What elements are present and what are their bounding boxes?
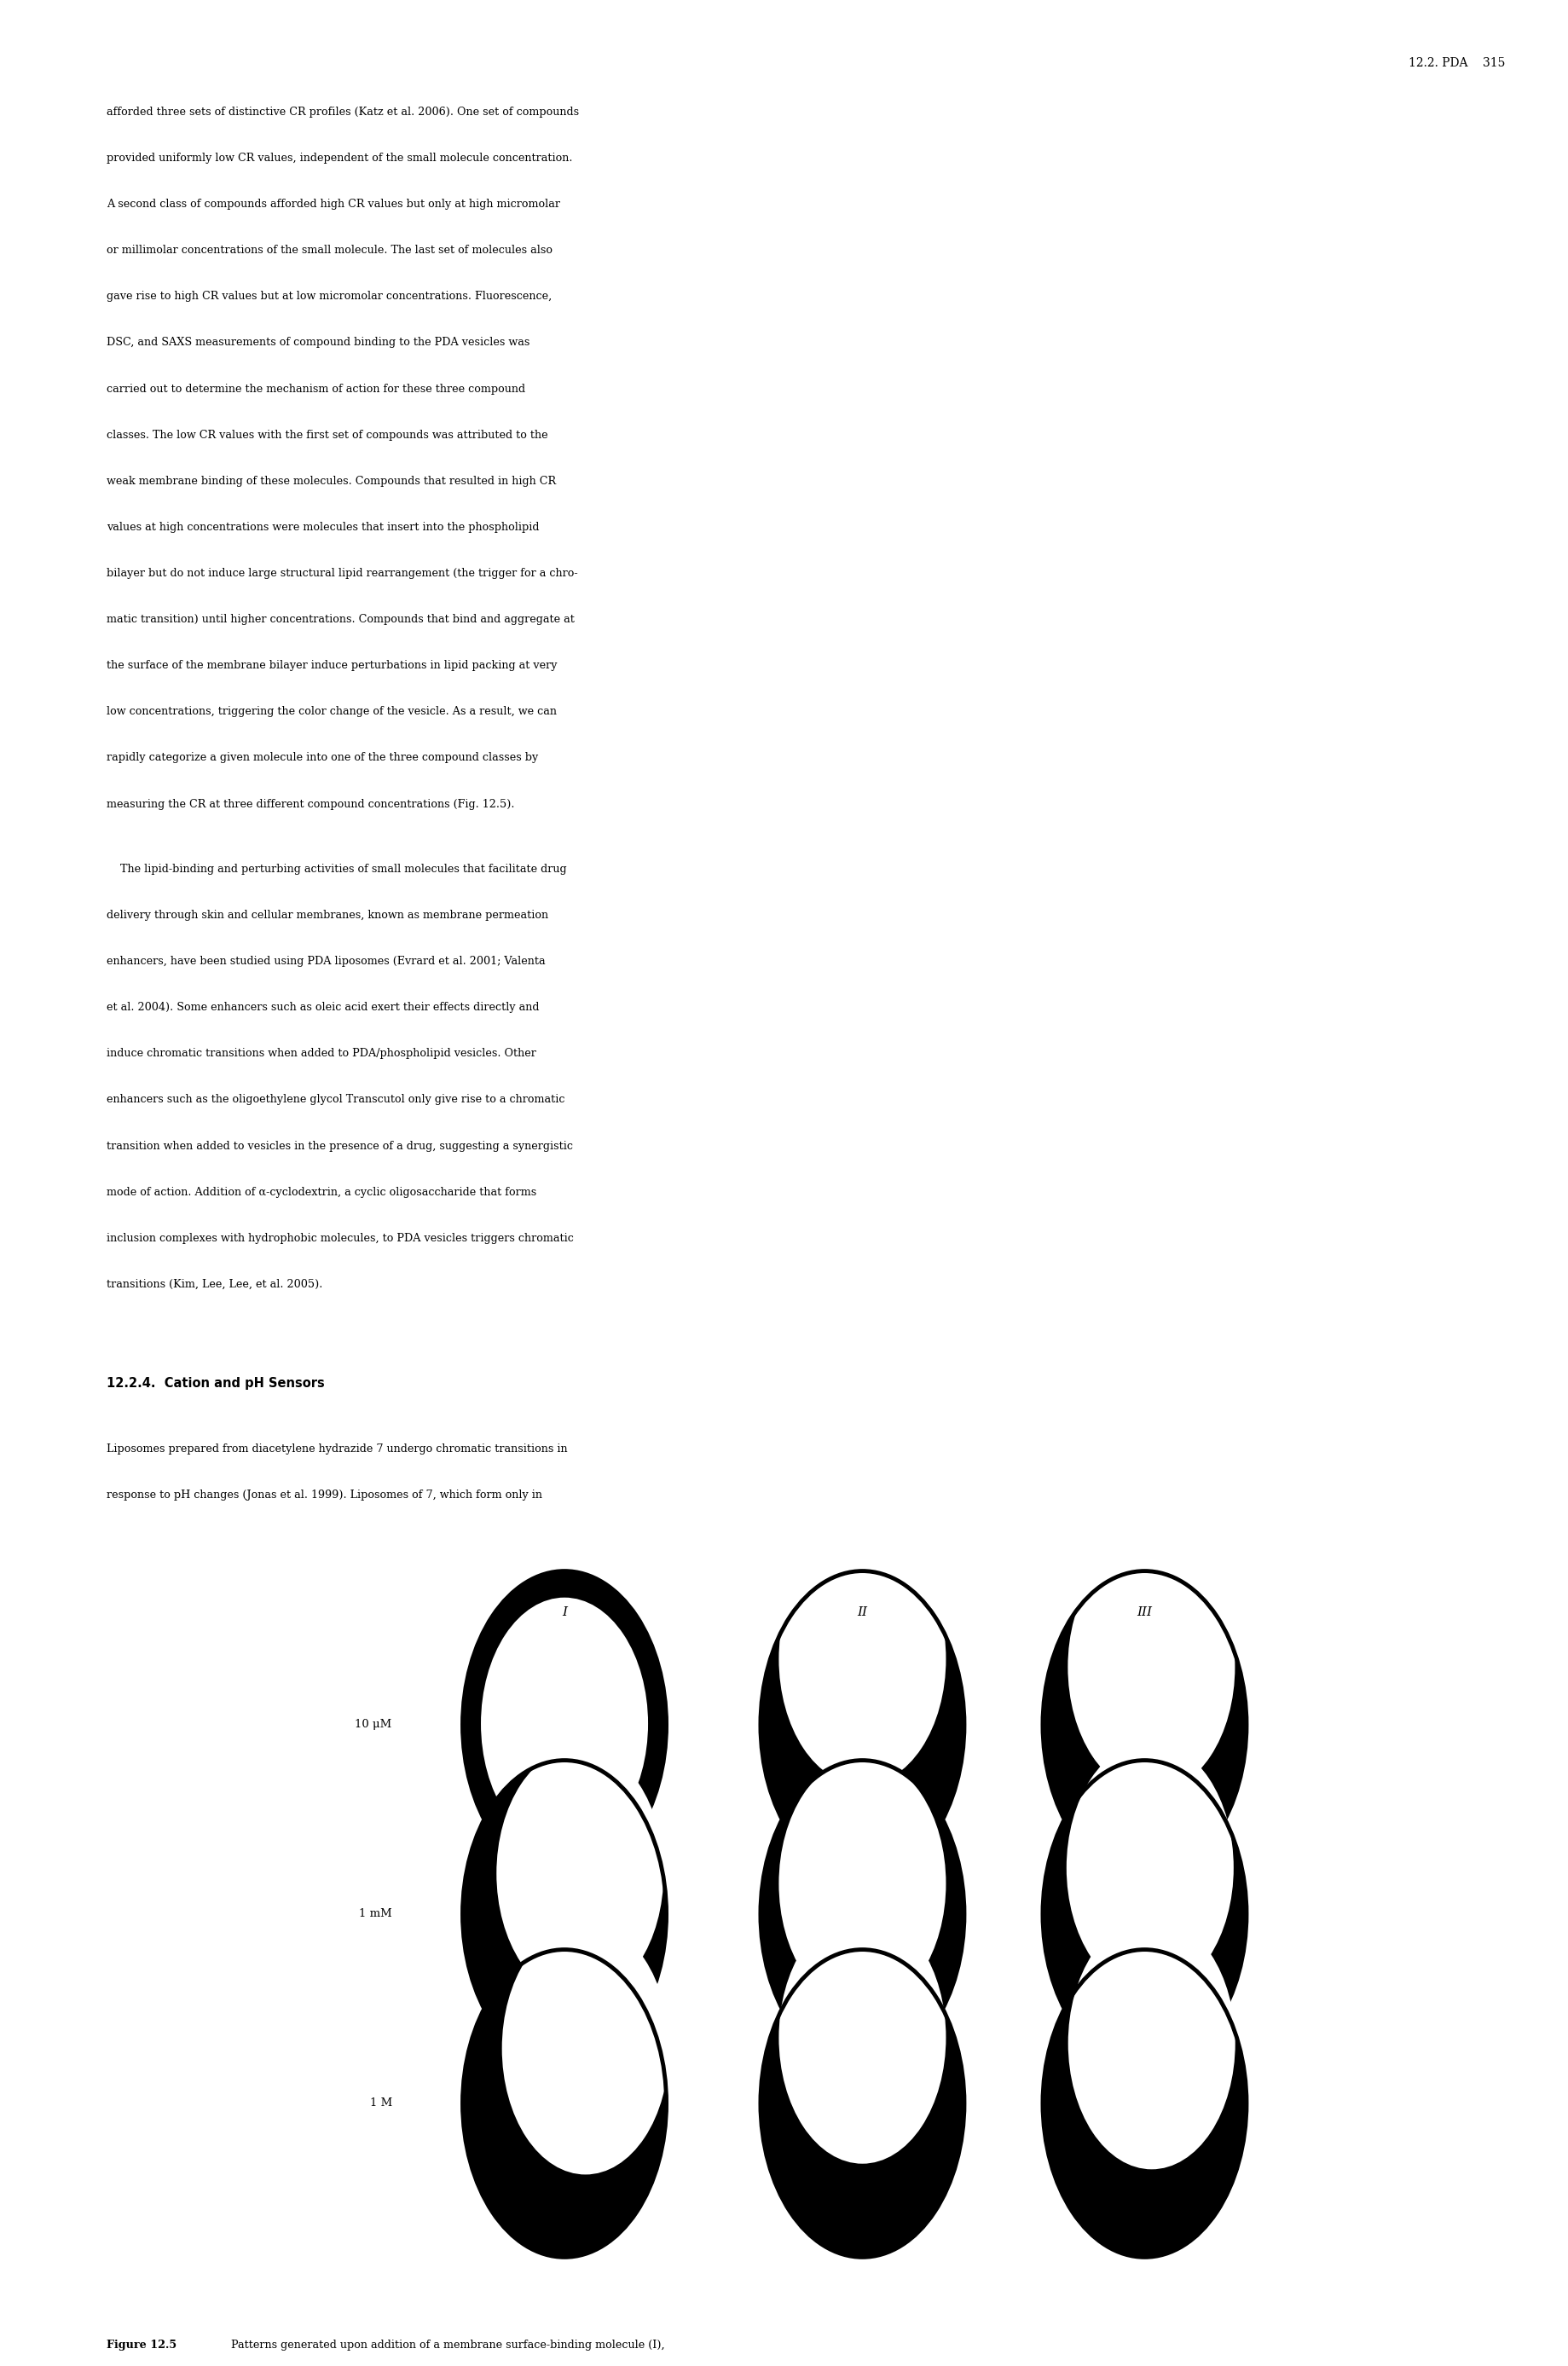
Text: delivery through skin and cellular membranes, known as membrane permeation: delivery through skin and cellular membr… xyxy=(107,909,549,920)
Text: enhancers, have been studied using PDA liposomes (Evrard et al. 2001; Valenta: enhancers, have been studied using PDA l… xyxy=(107,956,546,968)
Circle shape xyxy=(760,1950,964,2257)
Text: afforded three sets of distinctive CR profiles (Katz et al. 2006). One set of co: afforded three sets of distinctive CR pr… xyxy=(107,106,579,118)
Text: the surface of the membrane bilayer induce perturbations in lipid packing at ver: the surface of the membrane bilayer indu… xyxy=(107,660,557,672)
Text: gave rise to high CR values but at low micromolar concentrations. Fluorescence,: gave rise to high CR values but at low m… xyxy=(107,291,552,303)
Text: transition when added to vesicles in the presence of a drug, suggesting a synerg: transition when added to vesicles in the… xyxy=(107,1140,572,1152)
Circle shape xyxy=(463,1571,666,1879)
Text: Patterns generated upon addition of a membrane surface-binding molecule (I),: Patterns generated upon addition of a me… xyxy=(224,2340,665,2352)
Text: bilayer but do not induce large structural lipid rearrangement (the trigger for : bilayer but do not induce large structur… xyxy=(107,568,579,580)
Circle shape xyxy=(1043,1950,1247,2257)
Text: 1 M: 1 M xyxy=(370,2099,392,2108)
Text: I: I xyxy=(561,1607,568,1618)
Text: matic transition) until higher concentrations. Compounds that bind and aggregate: matic transition) until higher concentra… xyxy=(107,615,574,625)
Text: weak membrane binding of these molecules. Compounds that resulted in high CR: weak membrane binding of these molecules… xyxy=(107,476,557,487)
Text: classes. The low CR values with the first set of compounds was attributed to the: classes. The low CR values with the firs… xyxy=(107,431,547,440)
Circle shape xyxy=(463,1760,666,2068)
Text: Figure 12.5: Figure 12.5 xyxy=(107,2340,177,2352)
Circle shape xyxy=(1043,1571,1247,1879)
Text: 12.2. PDA    315: 12.2. PDA 315 xyxy=(1408,57,1505,69)
Text: carried out to determine the mechanism of action for these three compound: carried out to determine the mechanism o… xyxy=(107,383,525,395)
Circle shape xyxy=(779,1758,946,2009)
Circle shape xyxy=(497,1746,663,1999)
Circle shape xyxy=(1066,1741,1234,1995)
Text: 12.2.4.  Cation and pH Sensors: 12.2.4. Cation and pH Sensors xyxy=(107,1377,325,1389)
Text: DSC, and SAXS measurements of compound binding to the PDA vesicles was: DSC, and SAXS measurements of compound b… xyxy=(107,336,530,348)
Text: A second class of compounds afforded high CR values but only at high micromolar: A second class of compounds afforded hig… xyxy=(107,199,560,211)
Text: 1 mM: 1 mM xyxy=(359,1909,392,1919)
Text: enhancers such as the oligoethylene glycol Transcutol only give rise to a chroma: enhancers such as the oligoethylene glyc… xyxy=(107,1093,564,1105)
Circle shape xyxy=(481,1597,648,1850)
Circle shape xyxy=(463,1950,666,2257)
Circle shape xyxy=(502,1921,670,2174)
Text: III: III xyxy=(1137,1607,1152,1618)
Text: transitions (Kim, Lee, Lee, et al. 2005).: transitions (Kim, Lee, Lee, et al. 2005)… xyxy=(107,1278,323,1289)
Circle shape xyxy=(779,1912,946,2163)
Text: low concentrations, triggering the color change of the vesicle. As a result, we : low concentrations, triggering the color… xyxy=(107,705,557,717)
Text: inclusion complexes with hydrophobic molecules, to PDA vesicles triggers chromat: inclusion complexes with hydrophobic mol… xyxy=(107,1233,574,1245)
Text: 10 μM: 10 μM xyxy=(354,1720,392,1730)
Circle shape xyxy=(1043,1760,1247,2068)
Text: or millimolar concentrations of the small molecule. The last set of molecules al: or millimolar concentrations of the smal… xyxy=(107,246,552,256)
Text: Liposomes prepared from diacetylene hydrazide 7 undergo chromatic transitions in: Liposomes prepared from diacetylene hydr… xyxy=(107,1443,568,1455)
Circle shape xyxy=(1068,1916,1236,2170)
Circle shape xyxy=(760,1760,964,2068)
Text: response to pH changes (Jonas et al. 1999). Liposomes of 7, which form only in: response to pH changes (Jonas et al. 199… xyxy=(107,1491,543,1500)
Circle shape xyxy=(779,1533,946,1784)
Text: et al. 2004). Some enhancers such as oleic acid exert their effects directly and: et al. 2004). Some enhancers such as ole… xyxy=(107,1003,539,1013)
Text: II: II xyxy=(858,1607,867,1618)
Text: values at high concentrations were molecules that insert into the phospholipid: values at high concentrations were molec… xyxy=(107,523,539,532)
Text: provided uniformly low CR values, independent of the small molecule concentratio: provided uniformly low CR values, indepe… xyxy=(107,151,572,163)
Text: The lipid-binding and perturbing activities of small molecules that facilitate d: The lipid-binding and perturbing activit… xyxy=(107,864,566,875)
Circle shape xyxy=(760,1571,964,1879)
Circle shape xyxy=(1068,1540,1236,1793)
Text: rapidly categorize a given molecule into one of the three compound classes by: rapidly categorize a given molecule into… xyxy=(107,752,538,764)
Text: induce chromatic transitions when added to PDA/phospholipid vesicles. Other: induce chromatic transitions when added … xyxy=(107,1048,536,1060)
Text: measuring the CR at three different compound concentrations (Fig. 12.5).: measuring the CR at three different comp… xyxy=(107,800,514,809)
Text: mode of action. Addition of α-cyclodextrin, a cyclic oligosaccharide that forms: mode of action. Addition of α-cyclodextr… xyxy=(107,1185,536,1197)
